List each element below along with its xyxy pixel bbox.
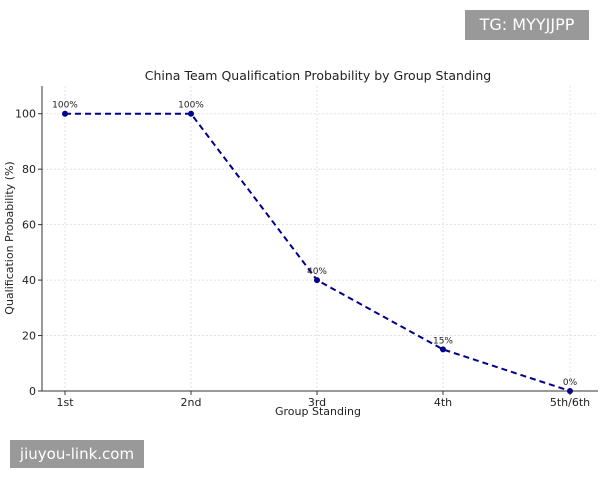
x-axis-title: Group Standing: [275, 405, 361, 418]
x-tick-label: 5th/6th: [550, 396, 590, 409]
x-tick-label: 2nd: [181, 396, 202, 409]
data-point: [567, 388, 573, 394]
y-tick-label: 80: [22, 163, 36, 176]
data-label: 100%: [52, 101, 78, 111]
chart-title: China Team Qualification Probability by …: [145, 68, 491, 83]
x-tick-label: 4th: [434, 396, 452, 409]
data-point: [314, 277, 320, 284]
tick-labels: 0 20 40 60 80 100 1st 2nd 3rd 4th 5th/6th: [15, 108, 590, 409]
y-tick-label: 40: [22, 274, 36, 287]
data-point: [62, 110, 68, 117]
y-tick-label: 0: [29, 385, 36, 398]
y-tick-label: 20: [22, 330, 36, 343]
y-axis-title: Qualification Probability (%): [3, 161, 16, 314]
x-tick-label: 3rd: [308, 396, 326, 409]
series-line: [65, 112, 571, 392]
axes: [38, 86, 598, 395]
data-labels: 100% 100% 40% 15% 0%: [52, 101, 577, 388]
watermark-top: TG: MYYJJPP: [465, 10, 589, 40]
data-label: 100%: [178, 101, 204, 111]
series-layer: [62, 110, 573, 394]
grid-lines: [42, 86, 598, 392]
y-tick-label: 60: [22, 219, 36, 232]
data-label: 0%: [563, 378, 578, 388]
data-point: [188, 110, 194, 117]
data-label: 40%: [307, 267, 327, 277]
y-tick-label: 100: [15, 108, 36, 121]
data-label: 15%: [433, 336, 453, 346]
data-point: [440, 346, 446, 353]
watermark-bottom: jiuyou-link.com: [10, 440, 144, 468]
x-tick-label: 1st: [56, 396, 74, 409]
